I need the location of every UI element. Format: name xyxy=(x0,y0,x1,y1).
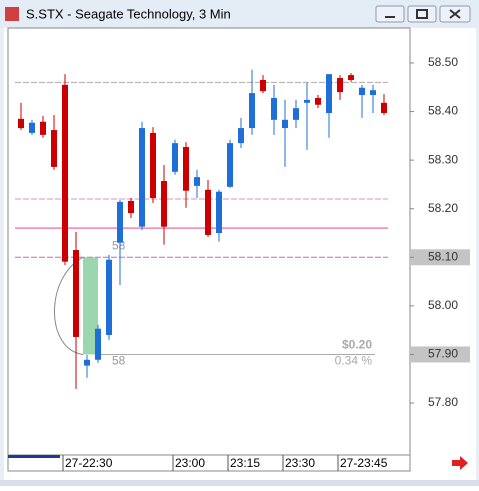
range-box xyxy=(83,257,98,355)
y-tick-label: 58.20 xyxy=(428,201,458,215)
candle-body xyxy=(128,200,134,214)
candle-body xyxy=(150,132,156,199)
window-bottom xyxy=(0,480,479,486)
candle-body xyxy=(315,97,321,105)
y-tick-label: 57.80 xyxy=(428,395,458,409)
y-tick-label: 58.00 xyxy=(428,298,458,312)
candle-body xyxy=(95,328,101,360)
maximize-button[interactable] xyxy=(407,5,437,23)
window-title: S.STX - Seagate Technology, 3 Min xyxy=(26,6,231,21)
x-tick-label: 27-23:45 xyxy=(340,456,388,470)
candle-body xyxy=(271,97,277,120)
candle-body xyxy=(337,78,343,93)
candle-body xyxy=(84,359,90,366)
candle-body xyxy=(216,191,222,233)
candle-body xyxy=(62,84,68,262)
candle-body xyxy=(18,118,24,129)
candle-body xyxy=(183,147,189,191)
price-marker xyxy=(411,346,470,363)
range-change: $0.20 xyxy=(342,338,372,352)
plot-area xyxy=(7,27,411,456)
candle-body xyxy=(117,201,123,243)
scroll-arrow[interactable] xyxy=(452,456,468,470)
candle-body xyxy=(29,122,35,133)
candle-body xyxy=(161,181,167,227)
range-end-label: 58 xyxy=(112,354,126,368)
x-tick-label: 27-22:30 xyxy=(65,456,113,470)
range-arc xyxy=(54,256,84,355)
candle-body xyxy=(381,102,387,114)
candle-body xyxy=(205,189,211,235)
candle-body xyxy=(227,143,233,187)
scroll-indicator xyxy=(8,455,60,458)
candle-body xyxy=(249,93,255,129)
candle-body xyxy=(51,130,57,167)
candle-body xyxy=(238,128,244,144)
price-marker xyxy=(411,249,470,266)
y-tick-label: 58.40 xyxy=(428,104,458,118)
window-buttons[interactable] xyxy=(375,5,471,23)
candle-body xyxy=(304,99,310,103)
range-percent: 0.34 % xyxy=(335,354,373,368)
candle-body xyxy=(194,177,200,186)
y-tick-label: 57.90 xyxy=(428,347,458,361)
x-tick-label: 23:15 xyxy=(230,456,260,470)
y-tick-label: 58.30 xyxy=(428,152,458,166)
minimize-button[interactable] xyxy=(375,5,405,23)
candle-body xyxy=(73,250,79,337)
candle-body xyxy=(172,143,178,172)
y-tick-label: 58.50 xyxy=(428,55,458,69)
candle-body xyxy=(293,108,299,120)
x-tick-label: 23:30 xyxy=(285,456,315,470)
candle-body xyxy=(326,74,332,114)
candle-body xyxy=(348,75,354,80)
candle-body xyxy=(139,128,145,227)
y-tick-label: 58.10 xyxy=(428,249,458,263)
candle-body xyxy=(260,79,266,92)
time-axis xyxy=(7,454,411,472)
app-icon xyxy=(5,7,19,21)
candle-body xyxy=(359,87,365,96)
candle-body xyxy=(370,90,376,96)
candle-body xyxy=(40,121,46,135)
x-tick-label: 23:00 xyxy=(175,456,205,470)
candle-body xyxy=(282,119,288,129)
candle-body xyxy=(106,259,112,336)
